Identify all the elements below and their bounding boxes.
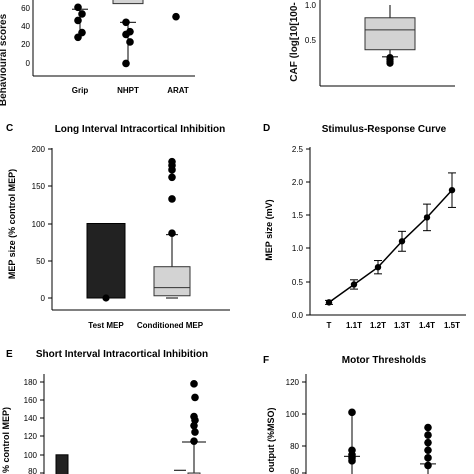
panel-a-ytick-0: 0	[26, 59, 31, 68]
panel-a-box-nhpt	[112, 0, 144, 5]
panel-a-point-nhpt-3	[126, 38, 134, 46]
panel-d-point-0	[325, 299, 333, 306]
panel-d-point-2	[374, 263, 382, 271]
panel-c-outlier-2	[168, 173, 176, 182]
panel-c-bar-test-mep	[86, 223, 126, 299]
panel-d: D Stimulus-Response Curve MEP size (mV) …	[263, 123, 466, 330]
panel-d-xtick-1-2t: 1.2T	[370, 321, 386, 330]
panel-a-xtick-grip: Grip	[72, 86, 89, 95]
panel-d-xtick-1-5t: 1.5T	[444, 321, 460, 330]
panel-c-title: Long Interval Intracortical Inhibition	[55, 124, 226, 135]
panel-a-point-arat-0	[172, 12, 180, 21]
panel-c-ytick-150: 150	[32, 182, 46, 191]
panel-a-xtick-nhpt: NHPT	[117, 86, 139, 95]
panel-e-outlier-1	[191, 428, 199, 436]
panel-c: C Long Interval Intracortical Inhibition…	[6, 123, 230, 330]
panel-c-box	[153, 266, 191, 297]
panel-d-ytick-2-0: 2.0	[292, 178, 304, 187]
panel-d-ytick-1-5: 1.5	[292, 211, 304, 220]
panel-d-ytick-2-5: 2.5	[292, 145, 304, 154]
panel-d-point-5	[448, 186, 456, 194]
panel-d-ytick-0-0: 0.0	[292, 311, 304, 320]
panel-b-ylabel: CAF (log[10[100-	[289, 2, 300, 81]
panel-d-title: Stimulus-Response Curve	[322, 124, 447, 135]
panel-f-ytick-60: 60	[290, 467, 299, 474]
panel-a-point-grip-1	[78, 10, 86, 18]
panel-a-point-grip-2	[74, 16, 82, 25]
panel-d-point-1	[350, 281, 358, 288]
panel-e-ytick-120: 120	[24, 432, 38, 441]
panel-f-ytick-120: 120	[286, 378, 300, 387]
panel-a-xtick-arat: ARAT	[167, 86, 189, 95]
panel-a-point-nhpt-0	[122, 18, 130, 27]
panel-b: CAF (log[10[100- 1.0 0.5	[289, 0, 455, 87]
panel-c-ytick-50: 50	[36, 257, 45, 266]
panel-f-point-left-4	[348, 457, 356, 465]
panel-f: F Motor Thresholds output (%MSO) 120 100…	[263, 355, 436, 474]
panel-a: Behavioural scores 60 40 20 0 Grip NHPT …	[0, 0, 195, 106]
panel-e-outlier-0	[190, 437, 198, 445]
panel-e-ytick-140: 140	[24, 414, 38, 423]
panel-d-series-line	[328, 189, 453, 303]
panel-d-xtick-1-3t: 1.3T	[394, 321, 410, 330]
panel-e-ytick-160: 160	[24, 396, 38, 405]
panel-e-ytick-100: 100	[24, 451, 38, 460]
panel-c-ytick-100: 100	[32, 220, 46, 229]
panel-f-point-right-2	[424, 438, 432, 447]
panel-e: E Short Interval Intracortical Inhibitio…	[1, 349, 208, 474]
panel-a-point-nhpt-4	[122, 59, 130, 68]
panel-a-point-grip-0	[74, 3, 82, 12]
panel-e-outlier-6	[190, 380, 198, 388]
panel-a-ytick-20: 20	[21, 40, 30, 49]
panel-f-point-right-1	[424, 431, 432, 439]
panel-e-ytick-80: 80	[28, 467, 37, 474]
panel-d-point-4	[423, 214, 431, 221]
panel-e-letter: E	[6, 349, 13, 360]
panel-f-point-left-0	[348, 408, 356, 417]
panel-e-ytick-180: 180	[24, 378, 38, 387]
panel-c-xtick-test-mep: Test MEP	[88, 321, 124, 330]
panel-c-xtick-conditioned-mep: Conditioned MEP	[137, 321, 204, 330]
panel-a-ylabel: Behavioural scores	[0, 13, 9, 106]
panel-e-outlier-4	[190, 412, 198, 421]
panel-f-point-right-4	[424, 454, 432, 462]
panel-d-letter: D	[263, 123, 270, 134]
panel-f-ylabel: output (%MSO)	[266, 408, 276, 473]
panel-a-point-grip-4	[74, 33, 82, 42]
panel-c-ytick-200: 200	[32, 145, 46, 154]
panel-d-xtick-1-4t: 1.4T	[419, 321, 435, 330]
panel-f-point-right-5	[424, 461, 432, 470]
panel-f-point-right-3	[424, 446, 432, 455]
panel-a-ytick-60: 60	[21, 4, 30, 13]
panel-e-bar-test-mep	[55, 454, 69, 474]
panel-d-ytick-0-5: 0.5	[292, 278, 304, 287]
panel-f-title: Motor Thresholds	[342, 355, 427, 366]
panel-c-outlier-0	[168, 229, 176, 237]
panel-c-ytick-0: 0	[41, 294, 46, 303]
panel-b-outlier-3	[386, 59, 394, 67]
panel-f-ytick-80: 80	[290, 442, 299, 451]
panel-d-point-3	[398, 238, 406, 245]
panel-c-ylabel: MEP size (% control MEP)	[7, 169, 17, 279]
panel-d-xtick-1-1t: 1.1T	[346, 321, 362, 330]
panel-e-title: Short Interval Intracortical Inhibition	[36, 349, 208, 360]
panel-c-outlier-1	[168, 195, 176, 203]
panel-d-ytick-1-0: 1.0	[292, 244, 304, 253]
panel-e-outlier-5	[191, 393, 199, 402]
panel-c-point-test-mep-0	[102, 294, 110, 302]
panel-a-ytick-40: 40	[21, 22, 30, 31]
panel-f-point-right-0	[424, 423, 432, 432]
panel-d-ylabel: MEP size (mV)	[264, 199, 274, 260]
panel-b-ytick-0-5: 0.5	[305, 36, 317, 45]
panel-f-ytick-100: 100	[286, 410, 300, 419]
panel-c-letter: C	[6, 123, 13, 134]
panel-d-xtick-t: T	[327, 321, 332, 330]
panel-e-ylabel: % control MEP)	[1, 407, 11, 473]
panel-b-ytick-1-0: 1.0	[305, 1, 317, 10]
panel-a-point-nhpt-2	[122, 30, 130, 39]
panel-f-letter: F	[263, 355, 269, 366]
panel-b-box	[364, 17, 416, 51]
panel-c-outlier-5	[168, 157, 176, 166]
